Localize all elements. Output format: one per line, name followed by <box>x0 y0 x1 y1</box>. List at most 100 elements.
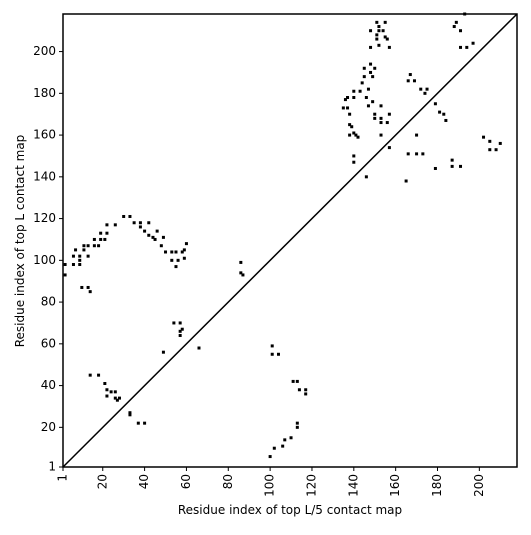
point <box>147 233 151 237</box>
point <box>268 455 272 459</box>
point <box>415 133 419 137</box>
point <box>360 81 364 85</box>
point <box>364 96 368 100</box>
point <box>105 388 109 392</box>
x-tick-label: 200 <box>472 474 486 497</box>
point <box>348 112 352 116</box>
point <box>387 45 391 49</box>
point <box>178 333 182 337</box>
point <box>295 425 299 429</box>
point <box>433 166 437 170</box>
y-axis-label: Residue index of top L contact map <box>13 135 27 348</box>
y-tick-label: 20 <box>41 420 56 434</box>
point <box>239 260 243 264</box>
point <box>88 373 92 377</box>
point <box>459 164 463 168</box>
point <box>80 285 84 289</box>
point <box>272 446 276 450</box>
y-tick-label: 140 <box>33 169 56 183</box>
point <box>373 66 377 70</box>
point <box>471 41 475 45</box>
point <box>482 135 486 139</box>
point <box>78 258 82 262</box>
point <box>362 66 366 70</box>
point <box>82 244 86 248</box>
point <box>86 254 90 258</box>
point <box>488 148 492 152</box>
point <box>276 352 280 356</box>
x-axis-label: Residue index of top L/5 contact map <box>178 503 402 517</box>
point <box>270 344 274 348</box>
point <box>283 438 287 442</box>
point <box>174 265 178 269</box>
point <box>147 221 151 225</box>
point <box>113 396 117 400</box>
point <box>71 263 75 267</box>
point <box>161 235 165 239</box>
point <box>241 273 245 277</box>
point <box>182 248 186 252</box>
point <box>369 70 373 74</box>
y-tick-label: 60 <box>41 336 56 350</box>
point <box>387 112 391 116</box>
point <box>350 125 354 129</box>
point <box>465 45 469 49</box>
point <box>366 104 370 108</box>
point <box>379 104 383 108</box>
point <box>180 327 184 331</box>
plot-frame <box>62 13 518 468</box>
point <box>178 321 182 325</box>
point <box>99 237 103 241</box>
y-tick-label: 160 <box>33 128 56 142</box>
point <box>92 244 96 248</box>
point <box>109 390 113 394</box>
point <box>138 225 142 229</box>
point <box>362 75 366 79</box>
point <box>304 388 308 392</box>
point <box>78 263 82 267</box>
point <box>105 223 109 227</box>
point <box>132 221 136 225</box>
point <box>97 373 101 377</box>
point <box>164 250 168 254</box>
y-tick-label: 200 <box>33 44 56 58</box>
point <box>71 254 75 258</box>
point <box>379 116 383 120</box>
y-tick-label: 120 <box>33 211 56 225</box>
point <box>452 25 456 29</box>
point <box>371 75 375 79</box>
point <box>88 290 92 294</box>
point <box>78 254 82 258</box>
point <box>385 37 389 41</box>
point <box>138 221 142 225</box>
point <box>346 106 350 110</box>
point <box>113 223 117 227</box>
point <box>105 231 109 235</box>
point <box>128 411 132 415</box>
point <box>143 229 147 233</box>
point <box>291 379 295 383</box>
x-tick-label: 80 <box>221 474 235 489</box>
point <box>494 148 498 152</box>
point <box>450 158 454 162</box>
point <box>377 29 381 33</box>
point <box>180 250 184 254</box>
point <box>82 248 86 252</box>
point <box>371 100 375 104</box>
point <box>387 146 391 150</box>
point <box>450 164 454 168</box>
point <box>105 394 109 398</box>
point <box>404 179 408 183</box>
point <box>182 256 186 260</box>
point <box>74 248 78 252</box>
point <box>412 79 416 83</box>
point <box>442 112 446 116</box>
point <box>115 398 119 402</box>
point <box>381 29 385 33</box>
point <box>184 242 188 246</box>
point <box>122 214 126 218</box>
point <box>433 102 437 106</box>
point <box>379 121 383 125</box>
point <box>375 20 379 24</box>
